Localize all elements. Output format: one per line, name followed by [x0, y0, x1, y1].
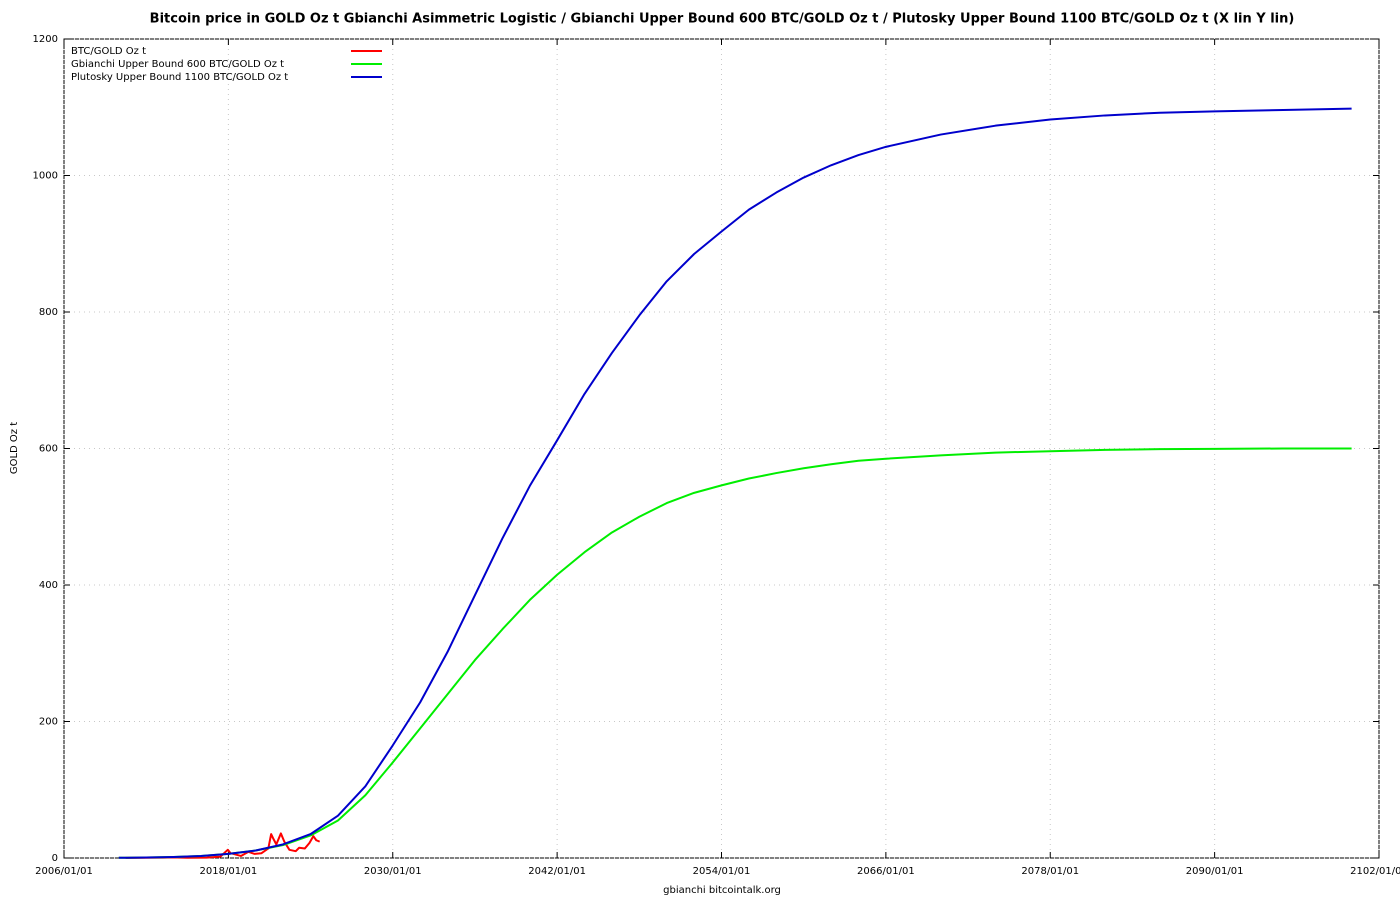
y-tick-label: 400 [39, 580, 58, 591]
y-tick-label: 200 [39, 717, 58, 728]
y-tick-label: 800 [39, 307, 58, 318]
x-tick-label: 2030/01/01 [364, 866, 422, 877]
x-tick-label: 2102/01/01 [1350, 866, 1400, 877]
y-tick-label: 0 [52, 853, 58, 864]
legend-label: BTC/GOLD Oz t [71, 46, 146, 57]
x-tick-label: 2042/01/01 [528, 866, 586, 877]
y-axis-label: GOLD Oz t [9, 422, 20, 474]
x-tick-label: 2054/01/01 [693, 866, 751, 877]
y-tick-label: 1200 [33, 34, 58, 45]
x-axis-label: gbianchi bitcointalk.org [663, 885, 781, 896]
y-tick-label: 1000 [33, 171, 58, 182]
x-tick-label: 2006/01/01 [35, 866, 93, 877]
legend-label: Gbianchi Upper Bound 600 BTC/GOLD Oz t [71, 59, 284, 70]
x-tick-label: 2078/01/01 [1021, 866, 1079, 877]
x-tick-label: 2066/01/01 [857, 866, 915, 877]
x-tick-label: 2090/01/01 [1186, 866, 1244, 877]
series-line [118, 447, 1352, 859]
chart-title: Bitcoin price in GOLD Oz t Gbianchi Asim… [150, 12, 1295, 27]
x-tick-label: 2018/01/01 [200, 866, 258, 877]
legend-label: Plutosky Upper Bound 1100 BTC/GOLD Oz t [71, 72, 288, 83]
series-line [118, 107, 1352, 859]
y-tick-label: 600 [39, 444, 58, 455]
